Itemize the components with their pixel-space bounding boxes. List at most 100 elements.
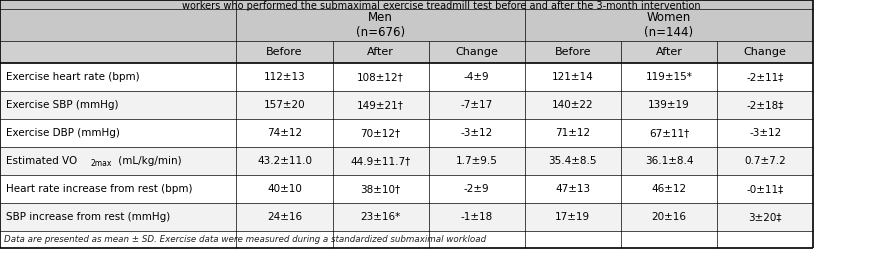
Bar bbox=[621, 119, 717, 147]
Text: 20±16: 20±16 bbox=[652, 212, 686, 222]
Bar bbox=[333, 119, 429, 147]
Text: 40±10: 40±10 bbox=[267, 184, 302, 194]
Text: 74±12: 74±12 bbox=[267, 128, 302, 138]
Bar bbox=[0, 175, 236, 203]
Text: Estimated VO: Estimated VO bbox=[6, 156, 78, 166]
Text: 119±15*: 119±15* bbox=[646, 72, 692, 82]
Bar bbox=[333, 147, 429, 175]
Bar bbox=[525, 41, 621, 63]
Text: -2±9: -2±9 bbox=[464, 184, 490, 194]
Text: 140±22: 140±22 bbox=[552, 100, 594, 110]
Bar bbox=[429, 147, 525, 175]
Bar bbox=[333, 203, 429, 231]
Text: After: After bbox=[367, 47, 394, 57]
Text: Women
(n=144): Women (n=144) bbox=[645, 11, 693, 39]
Bar bbox=[236, 63, 333, 91]
Bar bbox=[525, 175, 621, 203]
Text: SBP increase from rest (mmHg): SBP increase from rest (mmHg) bbox=[6, 212, 170, 222]
Text: -3±12: -3±12 bbox=[460, 128, 493, 138]
Text: Change: Change bbox=[455, 47, 498, 57]
Text: Men
(n=676): Men (n=676) bbox=[356, 11, 405, 39]
Text: 23±16*: 23±16* bbox=[361, 212, 400, 222]
Text: (mL/kg/min): (mL/kg/min) bbox=[115, 156, 182, 166]
Bar bbox=[429, 63, 525, 91]
Text: Before: Before bbox=[555, 47, 591, 57]
Bar bbox=[236, 41, 333, 63]
Text: -2±11‡: -2±11‡ bbox=[746, 72, 784, 82]
Bar bbox=[0, 231, 813, 248]
Bar bbox=[429, 119, 525, 147]
Text: 112±13: 112±13 bbox=[264, 72, 305, 82]
Text: Heart rate increase from rest (bpm): Heart rate increase from rest (bpm) bbox=[6, 184, 192, 194]
Bar bbox=[0, 91, 236, 119]
Text: workers who performed the submaximal exercise treadmill test before and after th: workers who performed the submaximal exe… bbox=[182, 1, 700, 11]
Bar bbox=[0, 63, 236, 91]
Text: 0.7±7.2: 0.7±7.2 bbox=[744, 156, 786, 166]
Text: 71±12: 71±12 bbox=[556, 128, 590, 138]
Bar bbox=[717, 119, 813, 147]
Text: 70±12†: 70±12† bbox=[361, 128, 400, 138]
Bar bbox=[333, 175, 429, 203]
Bar bbox=[0, 203, 236, 231]
Text: -1±18: -1±18 bbox=[460, 212, 493, 222]
Bar bbox=[621, 91, 717, 119]
Bar bbox=[621, 63, 717, 91]
Text: -0±11‡: -0±11‡ bbox=[746, 184, 784, 194]
Bar bbox=[236, 175, 333, 203]
Text: 17±19: 17±19 bbox=[556, 212, 590, 222]
Bar bbox=[525, 9, 813, 41]
Bar bbox=[333, 41, 429, 63]
Text: Before: Before bbox=[266, 47, 303, 57]
Bar bbox=[0, 119, 236, 147]
Text: 24±16: 24±16 bbox=[267, 212, 302, 222]
Bar bbox=[621, 41, 717, 63]
Bar bbox=[621, 175, 717, 203]
Text: 139±19: 139±19 bbox=[648, 100, 690, 110]
Text: -2±18‡: -2±18‡ bbox=[746, 100, 784, 110]
Text: Exercise heart rate (bpm): Exercise heart rate (bpm) bbox=[6, 72, 140, 82]
Bar bbox=[236, 147, 333, 175]
Text: 1.7±9.5: 1.7±9.5 bbox=[456, 156, 497, 166]
Text: Data are presented as mean ± SD. Exercise data were measured during a standardiz: Data are presented as mean ± SD. Exercis… bbox=[4, 235, 487, 244]
Bar bbox=[621, 147, 717, 175]
Text: 157±20: 157±20 bbox=[264, 100, 305, 110]
Bar bbox=[525, 91, 621, 119]
Text: 3±20‡: 3±20‡ bbox=[749, 212, 781, 222]
Text: 2max: 2max bbox=[91, 159, 112, 168]
Bar bbox=[333, 63, 429, 91]
Text: Exercise SBP (mmHg): Exercise SBP (mmHg) bbox=[6, 100, 119, 110]
Bar bbox=[429, 41, 525, 63]
Text: 108±12†: 108±12† bbox=[357, 72, 404, 82]
Text: 44.9±11.7†: 44.9±11.7† bbox=[350, 156, 411, 166]
Text: 35.4±8.5: 35.4±8.5 bbox=[549, 156, 597, 166]
Bar bbox=[717, 41, 813, 63]
Text: -4±9: -4±9 bbox=[464, 72, 490, 82]
Text: 47±13: 47±13 bbox=[556, 184, 590, 194]
Bar bbox=[333, 91, 429, 119]
Text: 46±12: 46±12 bbox=[652, 184, 686, 194]
Text: -3±12: -3±12 bbox=[749, 128, 781, 138]
Bar bbox=[0, 147, 236, 175]
Text: 38±10†: 38±10† bbox=[361, 184, 400, 194]
Bar bbox=[525, 203, 621, 231]
Bar bbox=[0, 41, 236, 63]
Bar bbox=[236, 91, 333, 119]
Bar bbox=[0, 9, 236, 41]
Bar bbox=[525, 147, 621, 175]
Text: 36.1±8.4: 36.1±8.4 bbox=[645, 156, 693, 166]
Bar bbox=[236, 203, 333, 231]
Bar bbox=[717, 175, 813, 203]
Bar bbox=[0, 0, 813, 9]
Text: After: After bbox=[655, 47, 683, 57]
Bar bbox=[429, 203, 525, 231]
Bar bbox=[717, 91, 813, 119]
Bar bbox=[717, 63, 813, 91]
Bar bbox=[621, 203, 717, 231]
Bar bbox=[236, 9, 525, 41]
Bar bbox=[717, 203, 813, 231]
Bar bbox=[717, 147, 813, 175]
Text: Exercise DBP (mmHg): Exercise DBP (mmHg) bbox=[6, 128, 120, 138]
Bar bbox=[525, 63, 621, 91]
Bar bbox=[525, 119, 621, 147]
Bar bbox=[429, 91, 525, 119]
